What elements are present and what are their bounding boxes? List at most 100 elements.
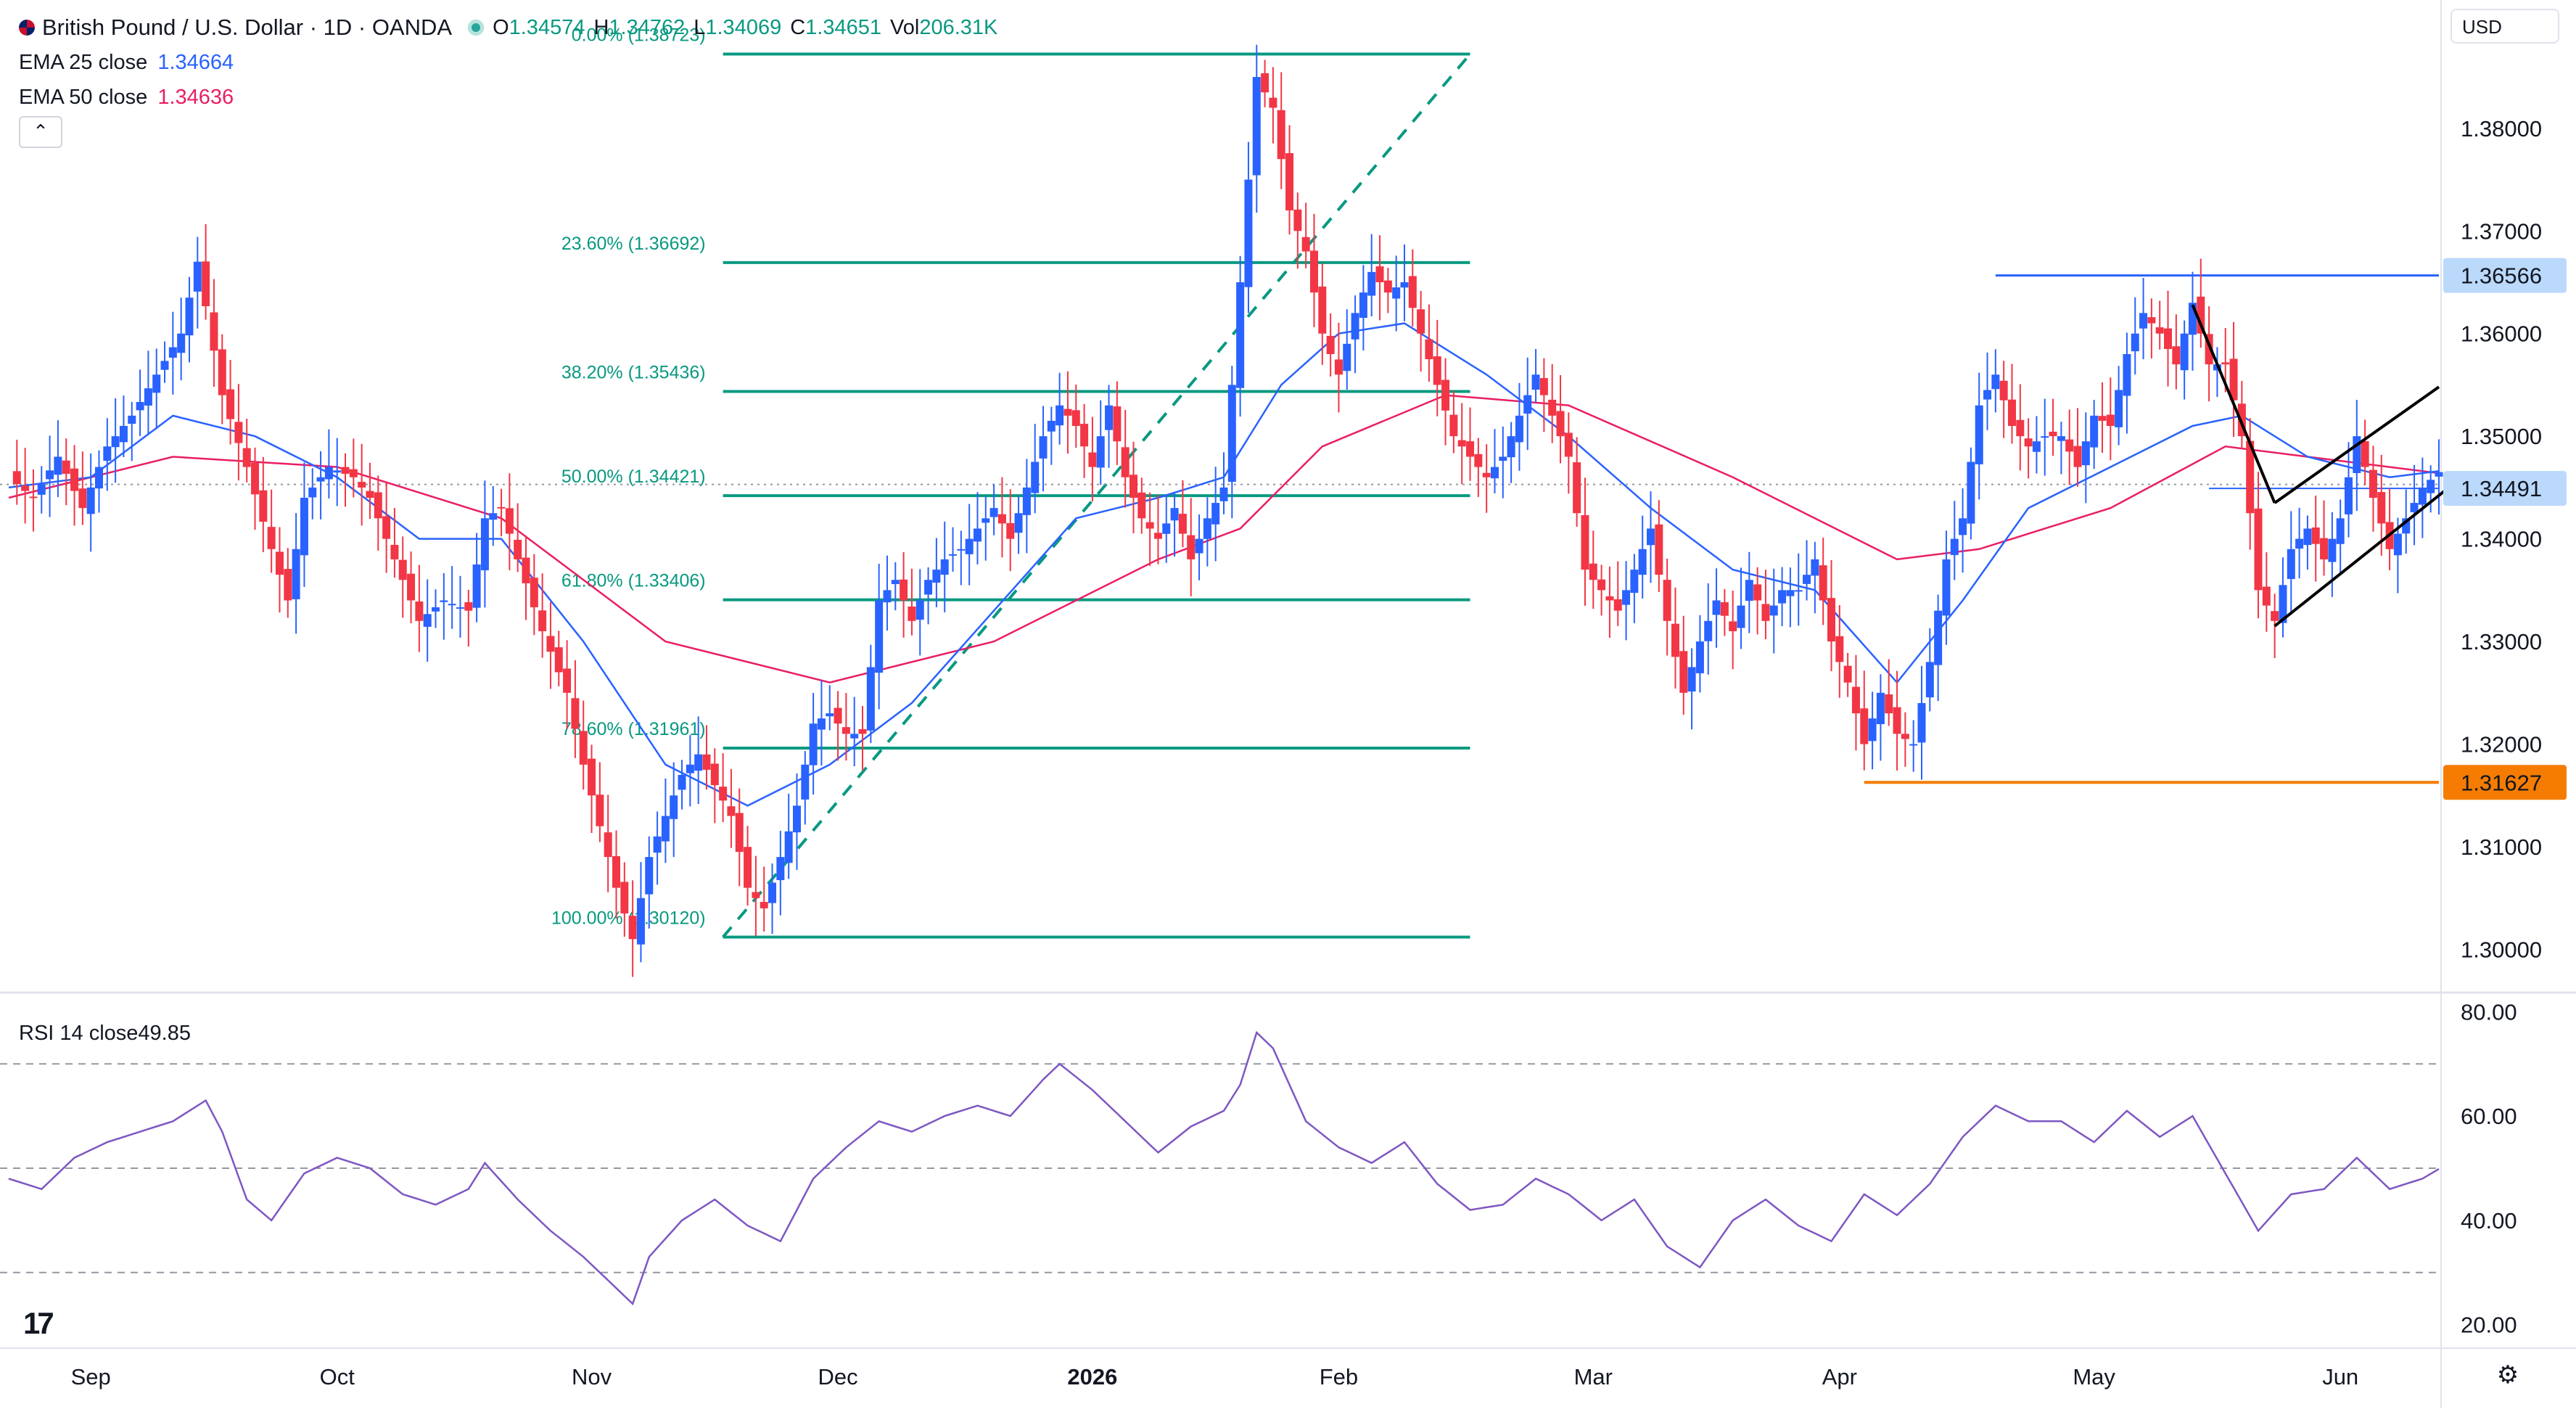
last-price-tag-bg: [2443, 471, 2567, 506]
candle-down: [1663, 580, 1671, 621]
candle-down: [2369, 469, 2377, 498]
candle-down: [464, 602, 473, 611]
candle-up: [1252, 77, 1261, 176]
support-price-tag-bg: [2443, 765, 2567, 800]
candle-up: [37, 484, 46, 495]
candle-down: [1605, 596, 1614, 601]
candle-up: [1991, 374, 2000, 390]
candle-down: [900, 579, 908, 601]
candle-down: [514, 539, 522, 559]
candle-down: [1006, 522, 1015, 539]
candle-up: [2345, 477, 2353, 514]
symbol-title[interactable]: British Pound / U.S. Dollar · 1D · OANDA: [42, 15, 453, 40]
ema25-row[interactable]: EMA 25 close 1.34664: [19, 45, 1005, 80]
candle-up: [1811, 559, 1819, 576]
price-tick-label: 1.35000: [2461, 424, 2542, 449]
candle-up: [480, 518, 489, 570]
ohlc-open-key: O: [493, 16, 509, 39]
gbp-flag-icon: [19, 20, 35, 36]
candle-up: [1351, 313, 1359, 340]
candle-down: [546, 636, 555, 652]
time-tick-label: Nov: [572, 1364, 612, 1390]
candle-up: [686, 764, 694, 773]
candle-up: [1195, 538, 1203, 554]
candle-up: [119, 426, 128, 443]
time-tick-label: 2026: [1067, 1364, 1117, 1390]
candle-down: [2016, 419, 2025, 437]
gear-icon[interactable]: ⚙: [2496, 1361, 2519, 1389]
candle-up: [1934, 610, 1943, 665]
candle-down: [226, 389, 235, 419]
candle-up: [1105, 405, 1114, 430]
candle-up: [1507, 436, 1515, 458]
tradingview-logo-icon[interactable]: 17: [23, 1306, 54, 1340]
candle-up: [809, 723, 818, 765]
candle-up: [949, 554, 958, 556]
candle-down: [1441, 379, 1450, 411]
candle-down: [2246, 440, 2255, 514]
market-status-icon[interactable]: [468, 20, 485, 36]
candle-up: [1638, 549, 1647, 575]
candle-down: [275, 551, 284, 575]
price-tick-label: 1.37000: [2461, 218, 2542, 244]
trend-drawings: [2191, 304, 2456, 628]
currency-selector[interactable]: USD: [2451, 9, 2559, 44]
rsi-legend[interactable]: RSI 14 close 49.85: [19, 1022, 191, 1046]
candle-up: [965, 538, 974, 554]
candle-down: [2320, 538, 2329, 559]
candle-down: [1113, 406, 1122, 442]
time-tick-label: Apr: [1822, 1364, 1857, 1390]
fib-level-label: 50.00% (1.34421): [561, 467, 706, 487]
candle-up: [316, 477, 325, 482]
candle-down: [62, 460, 70, 475]
candle-down: [1137, 492, 1146, 519]
candle-down: [710, 763, 719, 786]
ema25-label: EMA 25 close: [19, 51, 148, 74]
candle-up: [1499, 456, 1507, 461]
candle-up: [670, 795, 678, 819]
candle-down: [2065, 439, 2074, 452]
candle-up: [940, 559, 949, 575]
candle-up: [177, 333, 186, 353]
candle-down: [1277, 110, 1285, 160]
candle-up: [1712, 600, 1721, 615]
fib-level-label: 23.60% (1.36692): [561, 234, 706, 254]
candle-down: [1819, 565, 1827, 601]
candle-down: [1408, 276, 1417, 308]
candle-down: [2377, 492, 2386, 524]
candle-down: [1145, 522, 1154, 529]
candle-up: [86, 487, 95, 514]
candle-up: [308, 487, 317, 498]
fib-level-label: 61.80% (1.33406): [561, 571, 706, 591]
ema25-line: [8, 322, 2440, 807]
candle-up: [973, 528, 982, 542]
last-price-tag: 1.34491: [2461, 476, 2542, 501]
candle-down: [1597, 579, 1606, 591]
price-tick-label: 1.38000: [2461, 116, 2542, 141]
candle-down: [1417, 309, 1425, 334]
candle-up: [826, 713, 834, 717]
ema50-row[interactable]: EMA 50 close 1.34636: [19, 80, 1005, 115]
candle-up: [1227, 385, 1236, 483]
candle-up: [1630, 570, 1639, 594]
candle-down: [1581, 514, 1589, 570]
candle-up: [333, 470, 342, 473]
candle-up: [1778, 590, 1787, 604]
candle-up: [2328, 538, 2337, 562]
fibonacci-retracement: 0.00% (1.38723) 23.60% (1.36692) 38.20% (1…: [551, 25, 1472, 939]
candle-up: [1236, 282, 1245, 388]
candle-up: [2090, 415, 2099, 448]
candle-down: [596, 795, 604, 826]
candle-down: [1080, 424, 1089, 447]
collapse-legend-button[interactable]: ⌃: [19, 116, 62, 148]
price-tick-label: 1.30000: [2461, 937, 2542, 962]
candle-down: [29, 496, 38, 498]
candle-down: [251, 462, 260, 495]
candle-up: [1055, 405, 1064, 426]
candle-up: [1695, 641, 1704, 673]
candle-down: [1999, 380, 2008, 401]
candle-down: [1318, 286, 1327, 334]
